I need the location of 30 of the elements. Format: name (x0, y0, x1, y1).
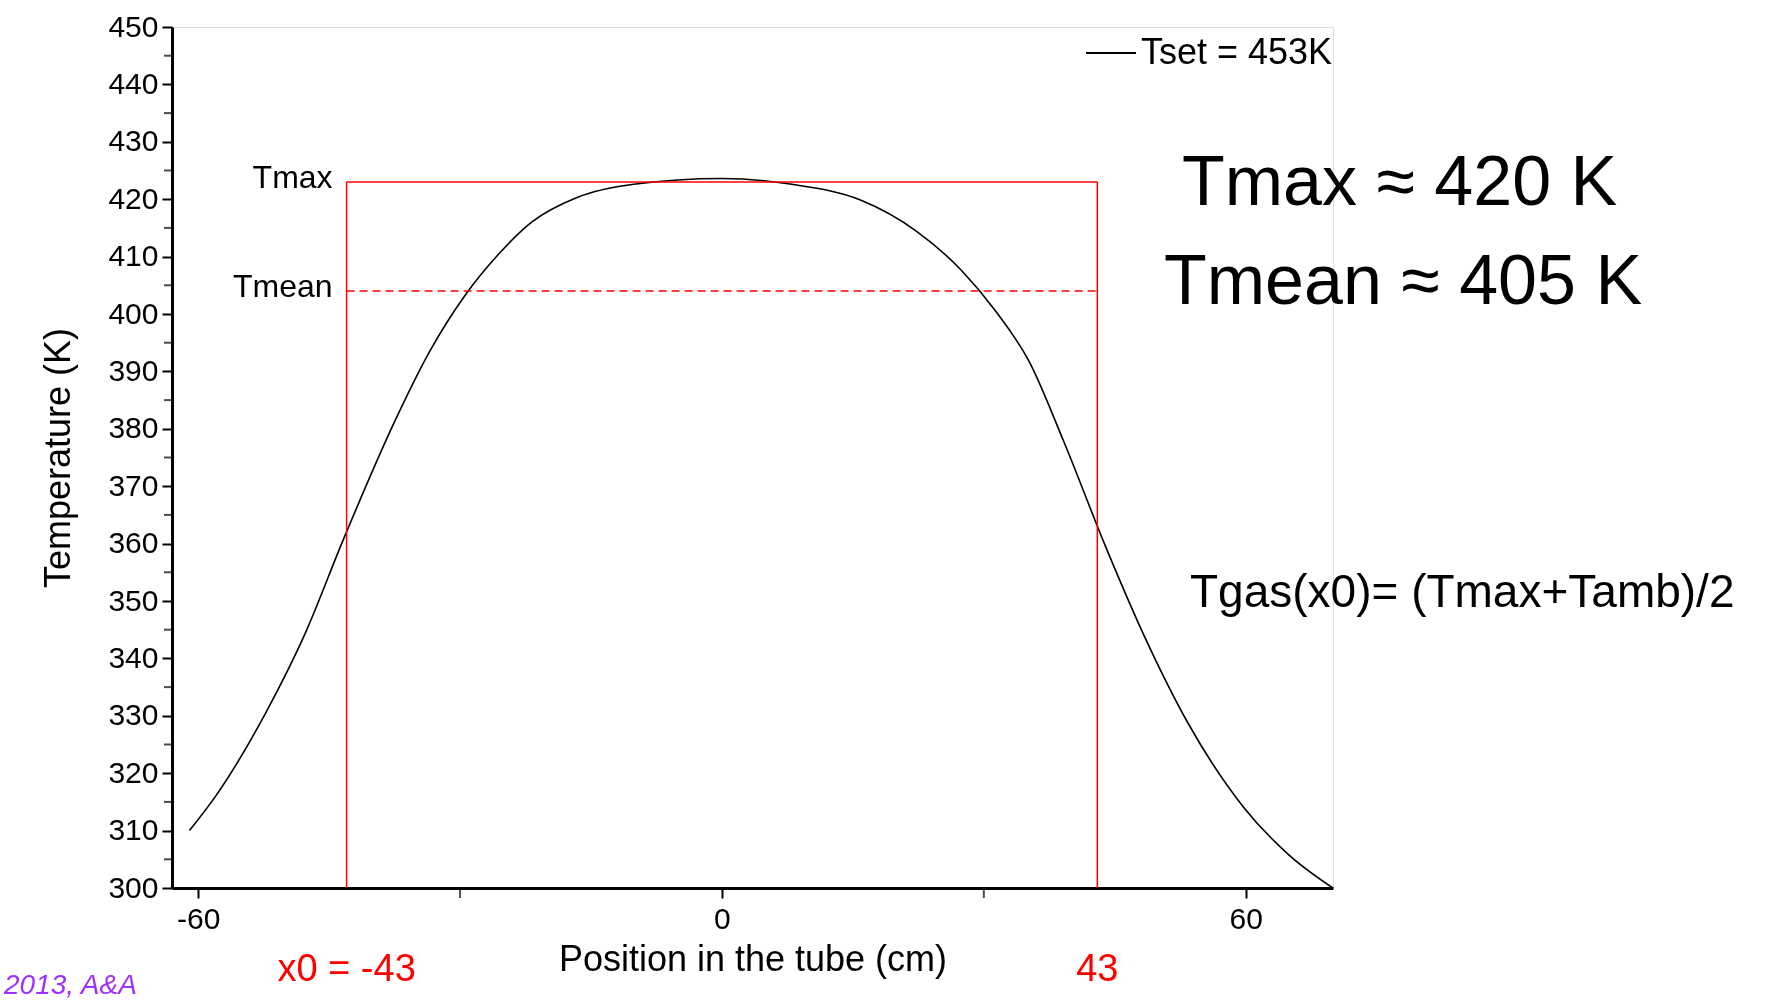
x-tick-label: 0 (714, 901, 731, 935)
ref-line-label: x0 = -43 (277, 947, 416, 989)
ref-line-label: Tmean (232, 268, 333, 305)
y-tick-label: 380 (108, 411, 159, 445)
annotation: Tgas(x0)= (Tmax+Tamb)/2 (1190, 565, 1735, 617)
y-tick-label: 330 (108, 698, 159, 732)
y-tick-label: 420 (108, 181, 159, 215)
y-tick-label: 450 (108, 9, 159, 43)
annotation: Tmean ≈ 405 K (1164, 241, 1643, 319)
y-tick-label: 310 (108, 813, 159, 847)
y-tick-label: 410 (108, 239, 159, 273)
y-axis-title: Temperature (K) (37, 327, 79, 589)
y-tick-label: 370 (108, 468, 159, 502)
ref-line-label: Tmax (252, 158, 333, 195)
y-tick-label: 340 (108, 640, 159, 674)
y-tick-label: 390 (108, 353, 159, 387)
x-tick-label: -60 (177, 901, 221, 935)
y-tick-label: 350 (108, 583, 159, 617)
y-tick-label: 400 (108, 296, 159, 330)
x-tick-label: 60 (1229, 901, 1263, 935)
legend-label: Tset = 453K (1141, 31, 1333, 72)
y-tick-label: 320 (108, 755, 159, 789)
x-axis-title: Position in the tube (cm) (558, 937, 948, 979)
y-tick-label: 360 (108, 526, 159, 560)
ref-line-label: 43 (1076, 947, 1119, 989)
text: 2013, A&A (3, 969, 137, 1000)
y-tick-label: 440 (108, 66, 159, 100)
y-tick-label: 300 (108, 870, 159, 904)
y-tick-label: 430 (108, 124, 159, 158)
annotation: Tmax ≈ 420 K (1182, 142, 1618, 220)
